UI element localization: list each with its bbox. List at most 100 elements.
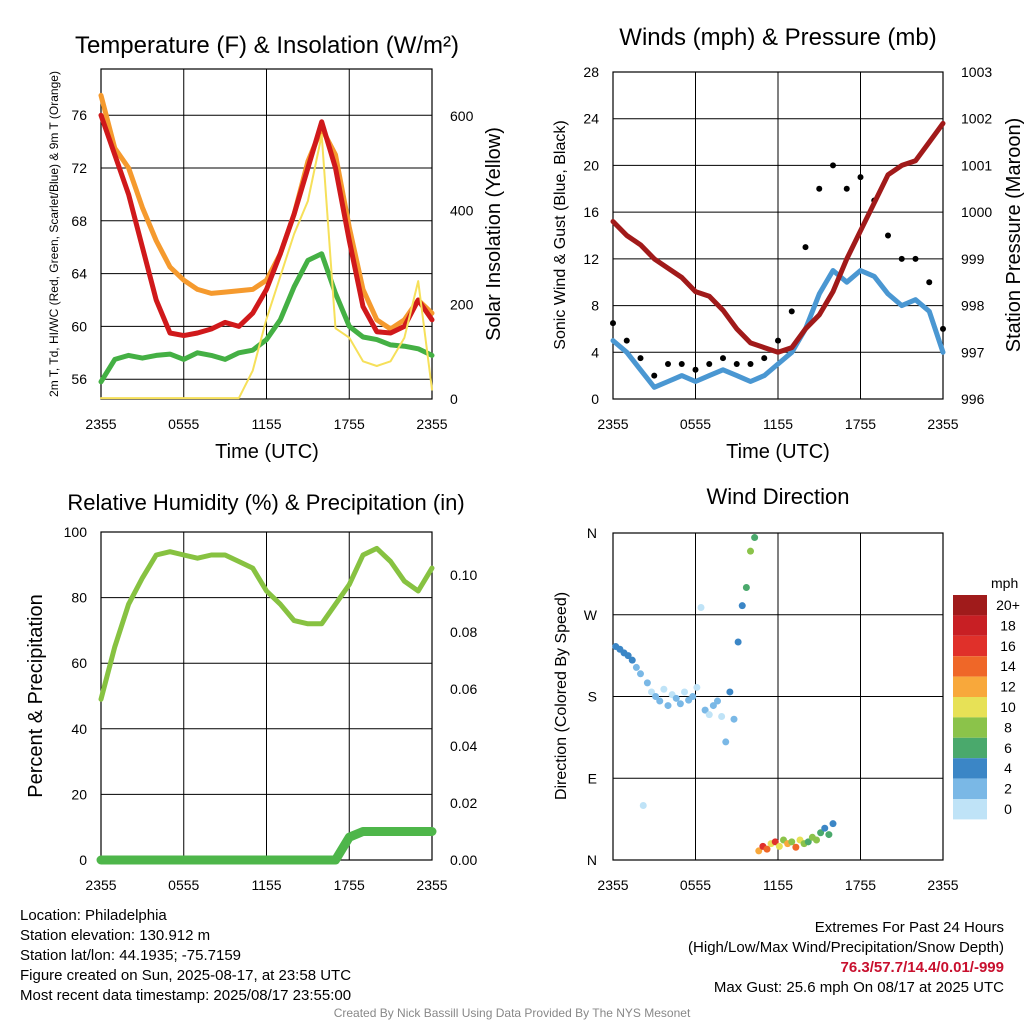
y2-tick-label: 0.00 — [450, 852, 477, 868]
gust-point — [788, 308, 795, 315]
credit-line: Created By Nick Bassill Using Data Provi… — [333, 1006, 691, 1020]
wind-direction-point — [771, 838, 779, 846]
y-tick-label: 20 — [583, 157, 599, 173]
y-tick-label: 80 — [71, 590, 87, 606]
wind-x-ticks: 2355 0555 1155 1755 2355 — [597, 416, 958, 432]
wind-direction-point — [726, 688, 734, 696]
y2-tick-label: 999 — [961, 251, 985, 267]
extremes-values: 76.3/57.7/14.4/0.01/-999 — [840, 959, 1004, 976]
wind-direction-point — [664, 702, 672, 710]
figure-created: Figure created on Sun, 2025-08-17, at 23… — [20, 967, 352, 984]
wind-direction-point — [829, 820, 837, 828]
y-tick-label: 64 — [71, 266, 87, 282]
gust-point — [912, 255, 919, 262]
y2-tick-label: 0 — [450, 391, 458, 407]
station-pressure-line — [610, 120, 946, 355]
wind-direction-point — [722, 738, 730, 746]
gust-point — [651, 372, 658, 379]
wind-direction-point — [718, 712, 726, 720]
y2-tick-label: 1000 — [961, 204, 992, 220]
pressure-y2-label: Station Pressure (Maroon) — [1003, 118, 1024, 353]
y2-tick-label: 600 — [450, 108, 474, 124]
wind-direction-gridlines — [613, 533, 943, 860]
y-tick-label: N — [587, 852, 597, 868]
y-tick-label: 0 — [591, 391, 599, 407]
wind-y-ticks: 0 4 8 12 16 20 24 28 — [583, 64, 599, 407]
station-location: Location: Philadelphia — [20, 907, 167, 924]
x-tick-label: 2355 — [927, 877, 958, 893]
x-tick-label: 1155 — [763, 416, 793, 432]
gust-point — [926, 279, 933, 286]
x-tick-label: 0555 — [680, 877, 711, 893]
wind-direction-point — [697, 603, 705, 611]
wind-direction-point — [624, 652, 632, 660]
colorbar-label: 8 — [1004, 719, 1012, 735]
gust-point — [678, 360, 685, 367]
gust-point — [706, 360, 713, 367]
9m-t-line — [98, 92, 435, 332]
gust-point — [816, 185, 823, 192]
y2-tick-label: 998 — [961, 298, 985, 314]
y-tick-label: 68 — [71, 213, 87, 229]
colorbar-label: 12 — [1000, 679, 1016, 695]
y-tick-label: 100 — [64, 524, 88, 540]
x-tick-label: 2355 — [85, 416, 116, 432]
extremes-info: Extremes For Past 24 Hours (High/Low/Max… — [688, 918, 1004, 998]
solar-insolation-line — [100, 134, 433, 400]
temperature-y-label: 2m T, Td, HI/WC (Red, Green, Scarlet/Blu… — [47, 71, 61, 397]
humidity-y-ticks: 0 20 40 60 80 100 — [64, 524, 88, 868]
wind-direction-point — [628, 656, 636, 664]
wind-direction-y-ticks: N E S W N — [584, 525, 598, 868]
y2-tick-label: 0.10 — [450, 567, 477, 583]
gust-point — [802, 244, 809, 251]
x-tick-label: 1155 — [763, 877, 793, 893]
colorbar-label: 10 — [1000, 699, 1016, 715]
wind-direction-point — [672, 694, 680, 702]
wind-direction-point — [637, 670, 644, 678]
wind-direction-point — [701, 706, 709, 714]
y2-tick-label: 200 — [450, 297, 474, 313]
x-tick-label: 1755 — [334, 877, 365, 893]
gust-point — [843, 185, 850, 192]
wind-x-label: Time (UTC) — [726, 441, 830, 463]
x-tick-label: 0555 — [680, 416, 711, 432]
y2-tick-label: 1001 — [961, 157, 992, 173]
station-info: Location: Philadelphia Station elevation… — [20, 906, 351, 1006]
colorbar-label: 16 — [1000, 638, 1016, 654]
gust-point — [692, 366, 699, 373]
wind-y-label: Sonic Wind & Gust (Blue, Black) — [552, 120, 569, 349]
y-tick-label: 28 — [583, 64, 599, 80]
wind-direction-points — [612, 534, 837, 855]
gust-point — [898, 255, 905, 262]
x-tick-label: 1755 — [845, 416, 876, 432]
x-tick-label: 0555 — [168, 416, 199, 432]
y-tick-label: 4 — [591, 344, 599, 360]
sonic-wind-line — [610, 268, 946, 390]
humidity-x-ticks: 2355 0555 1155 1755 2355 — [85, 877, 447, 893]
wind-direction-point — [689, 693, 697, 700]
wind-direction-point — [813, 836, 820, 844]
x-tick-label: 2355 — [416, 416, 447, 432]
extremes-title: Extremes For Past 24 Hours — [814, 919, 1004, 936]
y-tick-label: 76 — [71, 107, 87, 123]
y-tick-label: E — [588, 770, 597, 786]
wind-direction-point — [693, 683, 701, 691]
x-tick-label: 1155 — [251, 877, 281, 893]
wind-direction-x-ticks: 2355 0555 1155 1755 2355 — [597, 877, 958, 893]
colorbar-swatch — [953, 615, 987, 636]
y-tick-label: 0 — [79, 852, 87, 868]
gust-point — [733, 360, 740, 367]
colorbar-swatch — [953, 737, 987, 759]
y2-tick-label: 0.04 — [450, 738, 477, 754]
relative-humidity-line — [98, 545, 435, 702]
gust-point — [623, 337, 630, 344]
wind-direction-title: Wind Direction — [706, 484, 849, 509]
dewpoint-line — [98, 251, 435, 385]
colorbar-swatch — [953, 778, 987, 799]
gust-point — [830, 162, 836, 169]
wind-direction-point — [742, 584, 750, 591]
station-elevation: Station elevation: 130.912 m — [20, 927, 211, 944]
wind-direction-point — [775, 842, 783, 850]
wind-series — [610, 120, 946, 390]
